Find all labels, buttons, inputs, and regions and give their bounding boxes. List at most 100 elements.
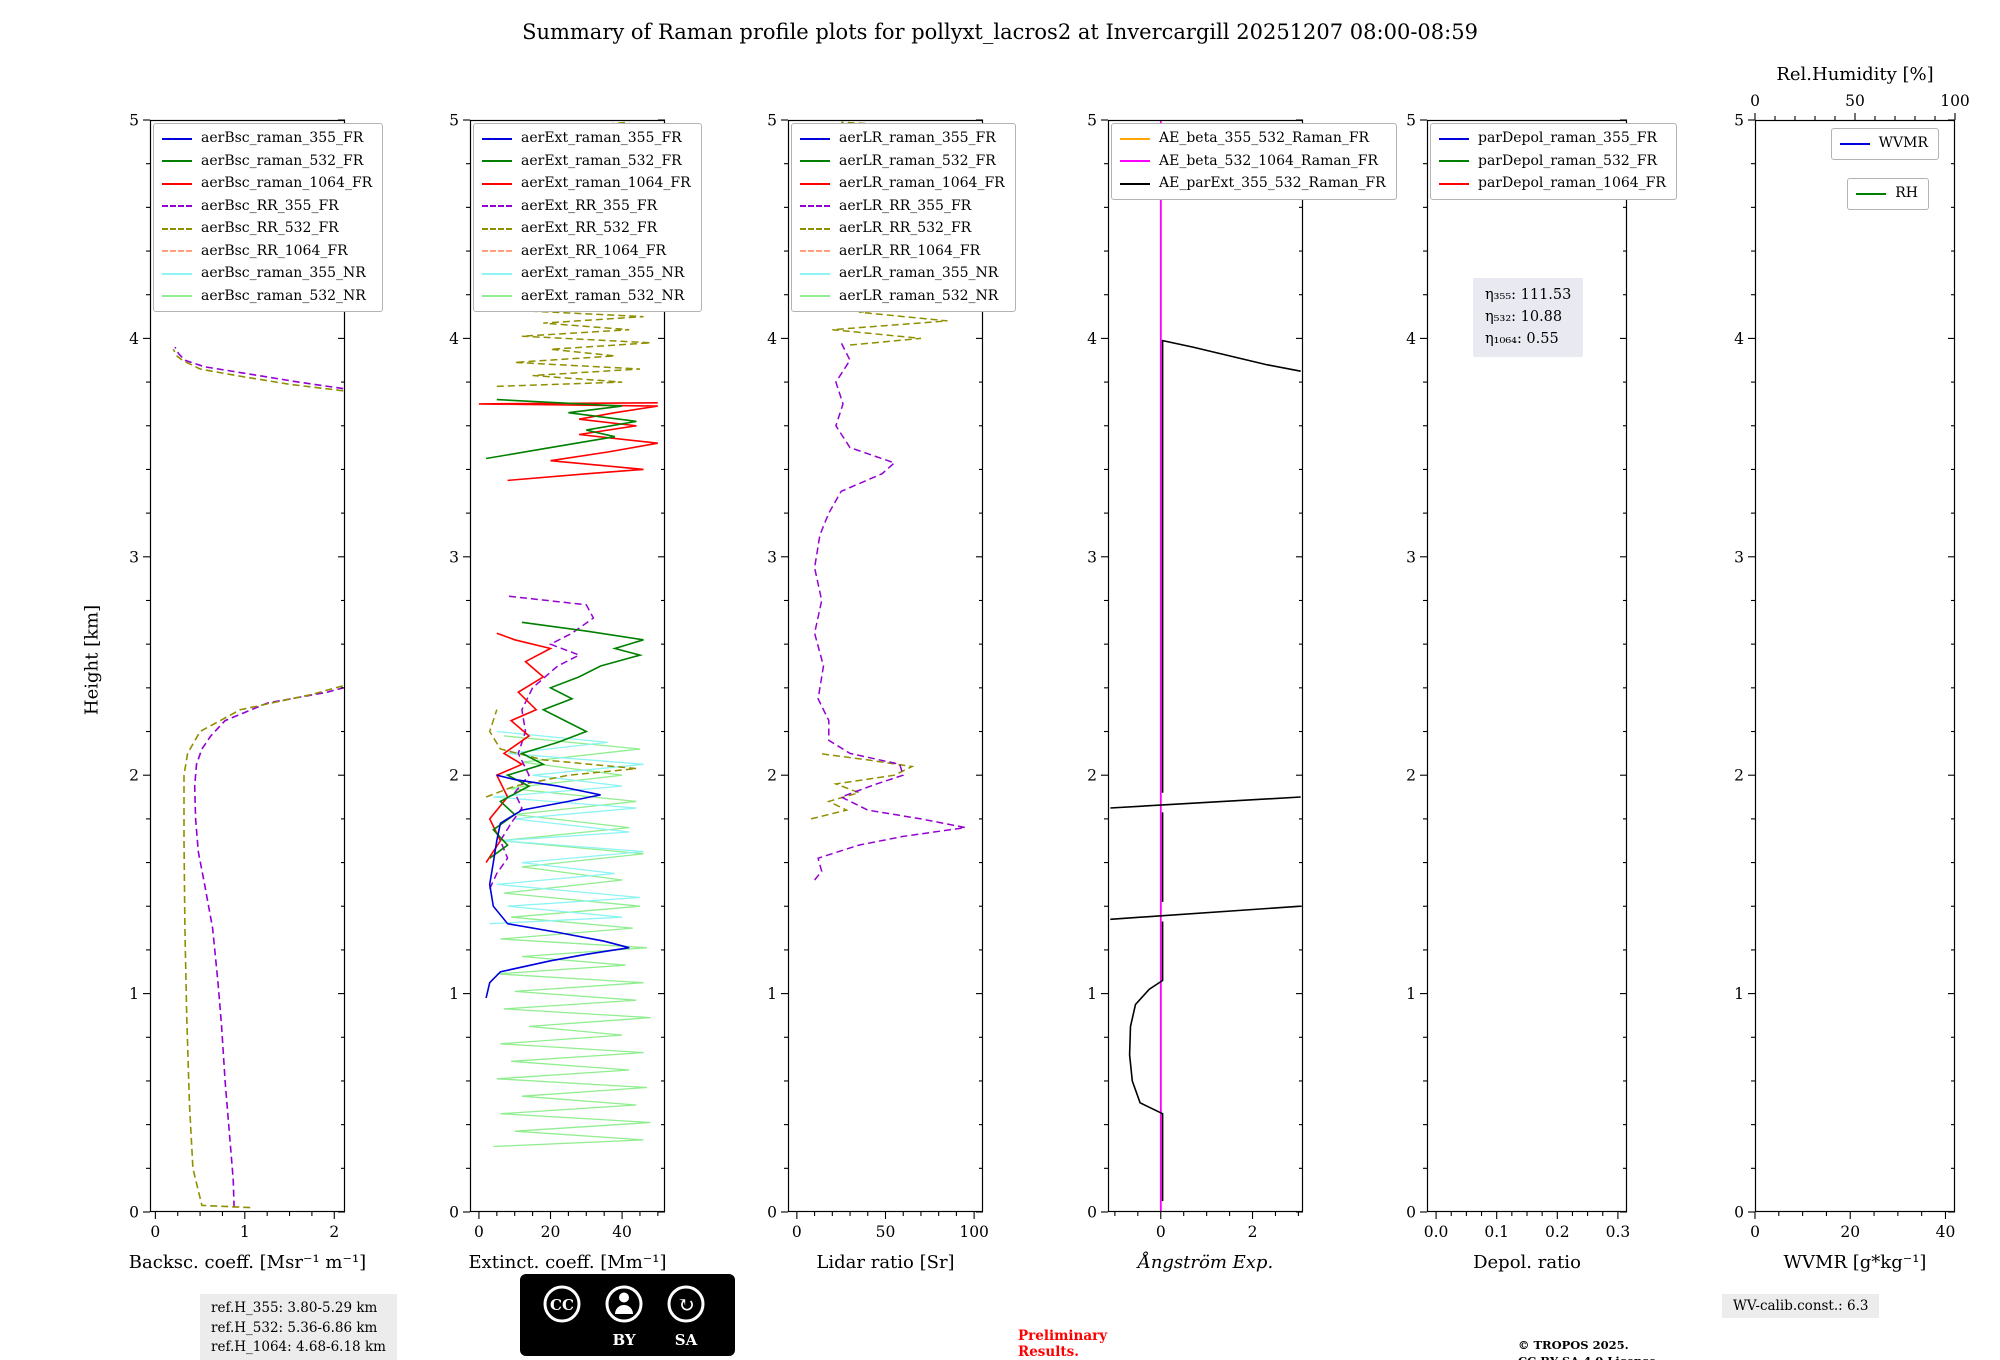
x-tick-label: 0.2	[1545, 1223, 1570, 1241]
legend-item: aerExt_RR_532_FR	[482, 220, 691, 238]
y-tick-label: 3	[1406, 548, 1416, 566]
legend-line-sample	[800, 250, 830, 253]
series-aerLR_RR_355_FR	[813, 342, 966, 881]
legend-item: AE_beta_355_532_Raman_FR	[1120, 130, 1386, 148]
legend-item: aerLR_raman_1064_FR	[800, 175, 1005, 193]
legend-line-sample	[162, 227, 192, 230]
legend-label: aerLR_RR_532_FR	[839, 220, 972, 236]
top-axis-label-rh: Rel.Humidity [%]	[1776, 64, 1934, 85]
legend-line-sample	[1120, 137, 1150, 140]
legend-label: aerLR_RR_355_FR	[839, 197, 972, 214]
y-tick-label: 0	[767, 1204, 777, 1222]
legend-item: aerBsc_raman_1064_FR	[162, 175, 372, 193]
y-tick-label: 0	[449, 1204, 459, 1222]
y-tick-label: 4	[449, 330, 459, 348]
top-tick-label: 50	[1845, 92, 1865, 110]
legend-box: AE_beta_355_532_Raman_FR AE_beta_532_1064…	[1111, 123, 1397, 200]
legend-line-sample	[1120, 182, 1150, 185]
by-person-head	[619, 1292, 629, 1303]
legend-line-sample	[162, 250, 192, 253]
x-axis-label-lidar-ratio: Lidar ratio [Sr]	[816, 1252, 955, 1273]
plot-frame	[469, 119, 666, 1213]
plot-frame	[787, 119, 984, 1213]
legend-item: aerExt_RR_355_FR	[482, 198, 691, 216]
legend-item: parDepol_raman_355_FR	[1439, 130, 1666, 148]
legend-label: aerExt_raman_532_FR	[521, 152, 682, 169]
legend-label: aerLR_raman_532_FR	[839, 152, 996, 169]
y-tick-label: 4	[129, 330, 139, 348]
legend-line-sample	[1439, 160, 1469, 163]
cc-badge-background	[520, 1274, 735, 1356]
legend-label: WVMR	[1878, 135, 1928, 151]
y-tick-label: 2	[1734, 767, 1744, 785]
x-tick-label: 40	[1936, 1223, 1956, 1241]
angstroem-plot-area: 0 1 2 3 4 5 0 2	[1087, 112, 1304, 1241]
y-tick-label: 5	[767, 112, 777, 130]
legend-item: AE_beta_532_1064_Raman_FR	[1120, 153, 1386, 171]
y-tick-label: 5	[1406, 112, 1416, 130]
panel-wvmr: 0 1 2 3 4 5 0 20 40 0 50 100 WVMR RH Rel.Humidity [%…	[1734, 64, 1970, 1273]
legend-label: parDepol_raman_1064_FR	[1478, 175, 1666, 191]
panel-extinction: 0 1 2 3 4 5 0 20 40 aerExt_raman_355_FR aerExt_ra…	[449, 112, 702, 1273]
legend-label: aerExt_raman_355_FR	[521, 130, 682, 146]
legend-item: aerExt_raman_1064_FR	[482, 175, 691, 193]
series-aerExt_raman_532_NR	[493, 735, 651, 1148]
y-tick-label: 5	[449, 112, 459, 130]
series-aerExt_raman_1064_FR	[485, 632, 553, 864]
x-tick-label: 40	[612, 1223, 632, 1241]
legend-label: aerExt_raman_532_NR	[521, 287, 685, 304]
legend-item: aerLR_RR_1064_FR	[800, 243, 1005, 261]
series-aerLR_RR_532_FR	[810, 752, 915, 820]
cc-circle-icon	[543, 1285, 581, 1323]
legend-label: aerBsc_raman_532_NR	[201, 287, 366, 304]
legend-line-sample	[1439, 182, 1469, 185]
legend-label: aerExt_raman_1064_FR	[521, 175, 691, 191]
legend-item: aerExt_RR_1064_FR	[482, 243, 691, 261]
x-tick-label: 100	[959, 1223, 989, 1241]
legend-line-sample	[1839, 142, 1870, 145]
x-tick-label: 0.3	[1606, 1223, 1631, 1241]
legend-box: aerBsc_raman_355_FR aerBsc_raman_532_FR ae…	[153, 123, 384, 312]
depol-plot-area: 0 1 2 3 4 5 0.0 0.1 0.2 0.3	[1406, 112, 1630, 1242]
panel-lidar-ratio: 0 1 2 3 4 5 0 50 100 aerLR_raman_355_FR aerLR_ram…	[767, 112, 1016, 1273]
legend-item: aerLR_raman_355_NR	[800, 265, 1005, 283]
series-aerExt_RR_532_FR	[485, 709, 637, 798]
legend-label: aerExt_RR_1064_FR	[521, 242, 667, 259]
legend-item: aerBsc_raman_532_NR	[162, 288, 372, 306]
x-tick-label: 50	[876, 1223, 896, 1241]
y-tick-label: 0	[1406, 1204, 1416, 1222]
legend-line-sample	[800, 160, 830, 163]
y-tick-label: 3	[1087, 548, 1097, 566]
cc-license-badge: CC ↻ BY SA	[520, 1274, 735, 1360]
reference-height-annotation: ref.H_355: 3.80-5.29 km ref.H_532: 5.36-…	[200, 1294, 397, 1360]
legend-item: AE_parExt_355_532_Raman_FR	[1120, 175, 1386, 193]
by-text: BY	[612, 1331, 635, 1349]
legend-label: aerLR_raman_355_NR	[839, 265, 999, 281]
by-person-icon	[605, 1285, 643, 1323]
top-tick-label: 0	[1750, 92, 1760, 110]
eta-355-value: η₃₅₅: 111.53	[1485, 287, 1572, 303]
x-tick-label: 20	[541, 1223, 561, 1241]
legend-item: aerBsc_RR_1064_FR	[162, 243, 372, 261]
y-tick-label: 2	[767, 767, 777, 785]
y-tick-label: 4	[767, 330, 777, 348]
copyright-note: © TROPOS 2025. CC BY SA 4.0 License.	[1518, 1337, 1660, 1360]
series-aerExt_raman_355_FR	[485, 774, 630, 999]
legend-box: parDepol_raman_355_FR parDepol_raman_532_…	[1430, 123, 1677, 200]
series-AE_parExt_355_532_Raman_FR	[1128, 921, 1164, 1202]
y-tick-label: 5	[1087, 112, 1097, 130]
legend-line-sample	[482, 227, 512, 230]
legend-item: parDepol_raman_1064_FR	[1439, 175, 1666, 193]
legend-line-sample	[800, 182, 830, 185]
preliminary-line1: Preliminary	[1018, 1328, 1108, 1344]
legend-item: aerExt_raman_355_NR	[482, 265, 691, 283]
series-aerExt_raman_355_NR	[489, 730, 644, 925]
wv-calibration-annotation: WV-calib.const.: 6.3	[1722, 1294, 1880, 1318]
legend-item: aerExt_raman_532_FR	[482, 153, 691, 171]
y-tick-label: 1	[129, 985, 139, 1003]
series-aerBsc_RR_532_FR	[172, 348, 344, 392]
y-tick-label: 0	[129, 1204, 139, 1222]
